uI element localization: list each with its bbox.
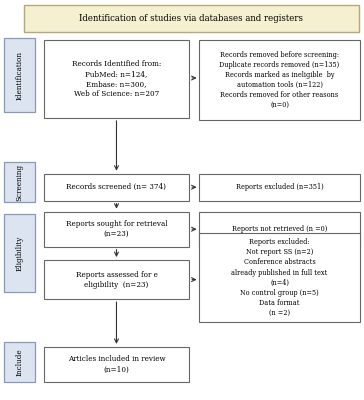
FancyBboxPatch shape — [199, 174, 360, 201]
FancyBboxPatch shape — [44, 40, 189, 118]
Text: Reports not retrieved (n =0): Reports not retrieved (n =0) — [232, 225, 327, 233]
Text: Reports excluded (n=351): Reports excluded (n=351) — [236, 183, 324, 191]
FancyBboxPatch shape — [4, 214, 35, 292]
FancyBboxPatch shape — [199, 233, 360, 322]
FancyBboxPatch shape — [199, 212, 360, 247]
Text: Records screened (n= 374): Records screened (n= 374) — [67, 183, 166, 191]
Text: Reports sought for retrieval
(n=23): Reports sought for retrieval (n=23) — [66, 220, 167, 238]
Text: Reports excluded:
Not report SS (n=2)
Conference abstracts
already published in : Reports excluded: Not report SS (n=2) Co… — [232, 238, 328, 317]
Text: Articles included in review
(n=10): Articles included in review (n=10) — [68, 355, 165, 374]
Text: Identification: Identification — [15, 51, 23, 100]
Text: Reports assessed for e
eligibility  (n=23): Reports assessed for e eligibility (n=23… — [76, 270, 157, 289]
Text: Screening: Screening — [15, 164, 23, 200]
Text: Records Identified from:
PubMed: n=124,
Embase: n=300,
Web of Science: n=207: Records Identified from: PubMed: n=124, … — [72, 60, 161, 98]
FancyBboxPatch shape — [4, 342, 35, 382]
Text: Eligibility: Eligibility — [15, 235, 23, 271]
FancyBboxPatch shape — [24, 5, 359, 32]
FancyBboxPatch shape — [44, 347, 189, 382]
FancyBboxPatch shape — [44, 212, 189, 247]
FancyBboxPatch shape — [4, 162, 35, 202]
Text: Records removed before screening:
Duplicate records removed (n=135)
Records mark: Records removed before screening: Duplic… — [219, 51, 340, 109]
FancyBboxPatch shape — [44, 174, 189, 201]
FancyBboxPatch shape — [4, 38, 35, 112]
Text: Include: Include — [15, 348, 23, 376]
Text: Identification of studies via databases and registers: Identification of studies via databases … — [79, 14, 304, 23]
FancyBboxPatch shape — [199, 40, 360, 120]
FancyBboxPatch shape — [44, 260, 189, 299]
